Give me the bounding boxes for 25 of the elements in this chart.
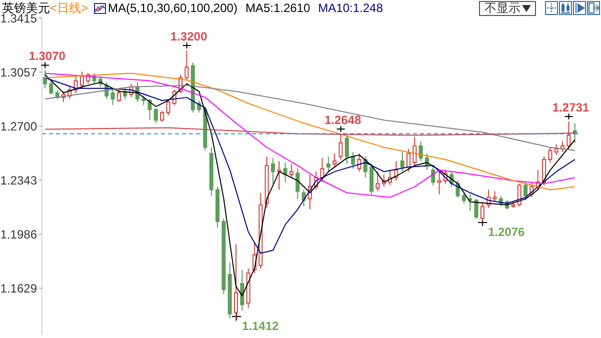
candlestick — [240, 269, 244, 312]
candlestick — [437, 171, 442, 195]
y-tick-label: 1.1986 — [0, 227, 38, 242]
text: MA(5,10,30,60,100,200) — [108, 1, 238, 15]
y-tick-label: 1.2343 — [0, 173, 38, 188]
annotation: 1.1412 — [242, 319, 279, 333]
y-tick-label: 1.2700 — [0, 119, 38, 134]
annotation: 1.3200 — [170, 30, 208, 44]
candlestick — [277, 160, 282, 190]
annotation: 1.2648 — [324, 113, 362, 128]
annotation: 1.3070 — [28, 49, 66, 64]
text: MA10:1.248 — [318, 1, 383, 15]
y-tick-label: 1.1629 — [0, 282, 38, 296]
candlestick — [283, 162, 288, 183]
chart-subtitle: <日线> — [50, 0, 88, 16]
annotation: 1.2731 — [552, 100, 590, 114]
y-tick-label: 1.3057 — [0, 65, 38, 80]
chart-title: 英镑美元 — [2, 0, 50, 14]
candlestick — [376, 171, 380, 192]
candlestick — [270, 157, 275, 184]
candlestick — [234, 244, 238, 322]
text: MA5:1.2610 — [245, 1, 310, 15]
candlestick — [209, 146, 214, 196]
text: 不显示 — [484, 1, 520, 15]
annotation: 1.2076 — [488, 225, 525, 239]
